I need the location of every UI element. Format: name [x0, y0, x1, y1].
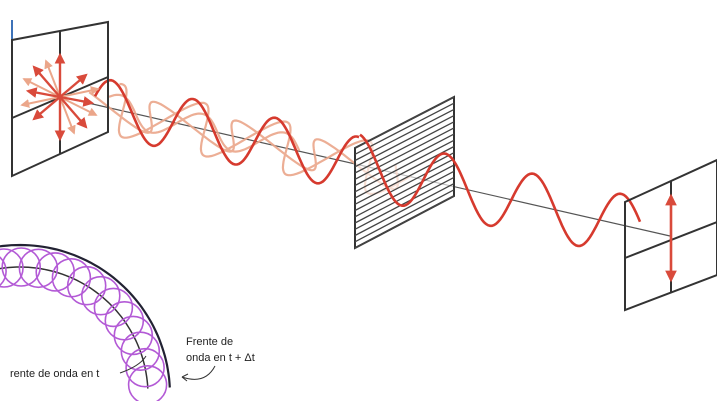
source-frame-border — [11, 20, 109, 178]
unpolarized-arrows — [20, 52, 100, 142]
wavefront-t — [0, 266, 149, 389]
pointer-wavefront-dt-head — [181, 373, 189, 382]
polarizer-slit — [354, 189, 455, 243]
huygens-wavelet — [18, 248, 59, 289]
huygens-wavelet — [81, 275, 121, 316]
pointer-wavefront-dt — [181, 365, 216, 380]
huygens-wavelet — [127, 365, 168, 401]
label-wavefront-dt-line1: Frente de — [186, 336, 233, 348]
pointer-wavefront-t — [119, 355, 147, 374]
faded-wave-b — [88, 91, 400, 191]
polarizer-slit — [354, 139, 455, 193]
huygens-diagram — [0, 243, 171, 401]
analyzer-frame-border — [624, 158, 717, 312]
polarizer-slit — [354, 127, 455, 180]
label-wavefront-dt-line2: onda en t + Δt — [186, 352, 255, 364]
huygens-wavelet — [0, 248, 24, 288]
huygens-wavelet — [113, 315, 154, 356]
polarizer-slit — [354, 170, 455, 224]
huygens-wavelet — [0, 256, 7, 287]
polarizer-slit — [354, 158, 455, 212]
polarizer-slit — [354, 152, 455, 205]
incident-wave — [93, 78, 360, 185]
polarizer-slit — [354, 164, 455, 218]
polarizer-slit — [354, 102, 455, 155]
huygens-wavelet — [125, 347, 165, 388]
polarizer-slit — [354, 195, 455, 249]
huygens-wavelet — [104, 300, 145, 341]
polarizer-slit — [354, 121, 455, 174]
label-wavefront-t: rente de onda en t — [10, 368, 99, 380]
polarizer-slit — [354, 96, 455, 149]
huygens-wavelet — [35, 252, 76, 292]
polarized-wave — [359, 133, 642, 248]
huygens-wavelet — [1, 247, 42, 287]
wavefront-t-dt — [0, 243, 171, 388]
huygens-wavelet — [51, 257, 92, 298]
huygens-wavelet — [93, 287, 134, 328]
polarizer-slit — [354, 176, 455, 230]
polarizer-slit — [354, 115, 455, 168]
polarizer-slit — [354, 183, 455, 237]
polarization-arrow — [32, 73, 88, 121]
huygens-wavelets — [0, 247, 168, 401]
polarizer-filter — [354, 95, 455, 250]
polarizer-slit — [354, 133, 455, 187]
